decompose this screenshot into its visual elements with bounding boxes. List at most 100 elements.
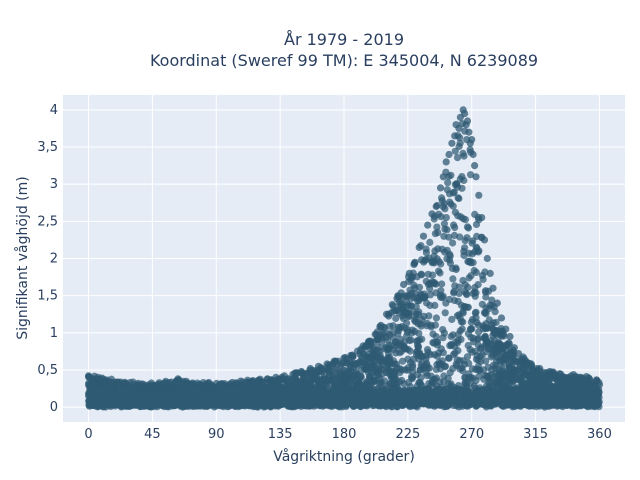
data-point	[438, 280, 446, 288]
data-point	[364, 353, 372, 361]
data-point	[446, 252, 454, 260]
data-point	[450, 296, 459, 305]
data-point	[454, 194, 462, 202]
data-point	[445, 190, 454, 198]
data-point	[490, 361, 498, 369]
data-point	[407, 289, 415, 297]
data-point	[422, 255, 430, 263]
data-point	[463, 234, 471, 242]
data-point	[425, 364, 433, 372]
data-point	[441, 225, 449, 233]
data-point	[426, 285, 434, 293]
data-point	[424, 270, 432, 278]
data-point	[449, 239, 457, 247]
data-point	[431, 247, 439, 255]
data-point	[538, 372, 546, 380]
data-point	[323, 381, 331, 389]
data-point	[437, 345, 445, 353]
data-point	[464, 257, 472, 265]
data-point	[427, 323, 435, 331]
data-point	[473, 232, 481, 240]
data-point	[385, 354, 393, 362]
data-point	[433, 255, 441, 263]
data-point	[438, 357, 446, 365]
data-point	[428, 259, 436, 267]
data-point	[456, 139, 464, 147]
data-point	[414, 344, 422, 352]
data-point	[449, 275, 457, 283]
data-point	[465, 249, 473, 257]
data-point	[415, 355, 423, 363]
data-point	[377, 355, 385, 363]
data-point	[402, 298, 410, 306]
data-point	[432, 314, 440, 322]
data-point	[435, 210, 443, 218]
data-point	[436, 378, 444, 386]
data-point	[414, 320, 422, 328]
data-point	[456, 233, 464, 241]
data-point	[446, 369, 454, 377]
data-point	[439, 203, 447, 211]
data-point	[426, 238, 434, 246]
data-point	[451, 223, 459, 232]
data-point	[438, 245, 446, 253]
data-point	[292, 380, 300, 389]
data-point	[519, 377, 527, 385]
data-point	[470, 266, 478, 275]
data-point	[444, 179, 452, 187]
data-point	[369, 357, 378, 365]
data-point	[374, 343, 382, 351]
data-point	[461, 216, 469, 224]
data-point	[433, 352, 441, 360]
data-point	[384, 365, 392, 374]
data-point	[483, 340, 491, 348]
data-point	[412, 310, 420, 318]
data-point	[450, 289, 458, 297]
data-point	[442, 214, 450, 222]
data-point	[412, 303, 420, 311]
data-point	[471, 210, 479, 218]
data-point	[374, 336, 382, 344]
data-point	[558, 380, 566, 388]
data-point	[474, 365, 482, 373]
data-point	[421, 293, 429, 301]
data-point	[415, 379, 423, 387]
data-point	[433, 338, 441, 346]
data-point	[472, 308, 480, 316]
data-point	[448, 315, 456, 323]
data-point	[496, 343, 505, 351]
data-point	[444, 374, 452, 382]
data-point	[411, 327, 419, 335]
data-point	[449, 202, 457, 210]
data-point	[426, 291, 435, 299]
data-point	[422, 249, 430, 257]
data-point	[469, 334, 477, 342]
data-point	[529, 379, 537, 387]
data-point	[386, 322, 394, 330]
data-point	[509, 357, 517, 365]
data-point	[473, 244, 481, 252]
data-point	[392, 342, 400, 351]
data-point	[481, 332, 489, 340]
data-point	[345, 358, 354, 366]
data-point	[390, 334, 398, 342]
data-point	[455, 283, 463, 291]
data-point	[447, 332, 455, 341]
data-point	[401, 324, 409, 332]
data-point	[401, 366, 409, 374]
data-point	[459, 367, 467, 375]
data-point	[427, 350, 435, 359]
data-point	[394, 323, 402, 331]
data-point	[478, 351, 486, 359]
data-point	[472, 220, 481, 229]
data-point	[312, 373, 321, 381]
data-point	[399, 357, 407, 365]
data-point	[477, 344, 485, 352]
data-point	[440, 329, 448, 337]
data-point	[497, 331, 505, 339]
data-point	[333, 365, 341, 373]
data-point	[475, 334, 483, 342]
data-point	[436, 269, 444, 277]
